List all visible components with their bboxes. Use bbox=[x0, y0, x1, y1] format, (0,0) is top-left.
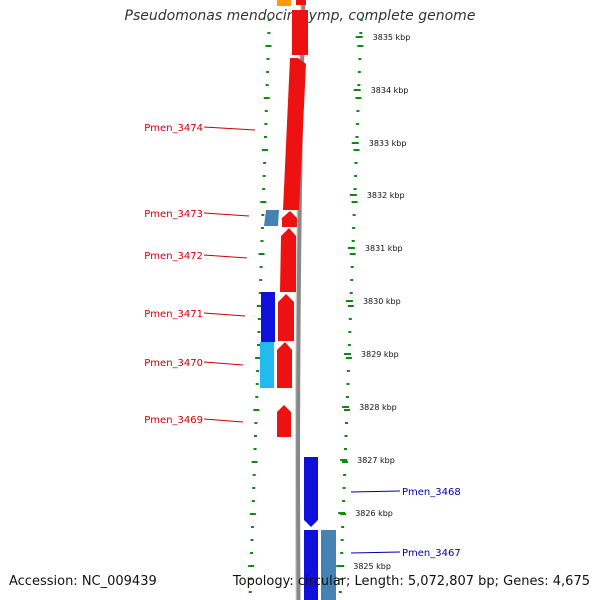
scale-tick-label: 3827 kbp bbox=[357, 456, 395, 465]
gene-label[interactable]: Pmen_3468 bbox=[402, 487, 461, 498]
gene-block-3475[interactable] bbox=[292, 10, 308, 55]
gene-block-3472[interactable] bbox=[280, 228, 296, 292]
gene-leader-line bbox=[350, 490, 401, 493]
scale-tick-label: 3826 kbp bbox=[355, 509, 393, 518]
scale-tick-label: 3825 kbp bbox=[353, 562, 391, 571]
right-gene-labels: Pmen_3468 Pmen_3467 bbox=[350, 487, 461, 559]
scale-tick-label: 3835 kbp bbox=[373, 33, 411, 42]
red-gene-top[interactable] bbox=[296, 0, 306, 5]
gene-block-3474[interactable] bbox=[283, 58, 306, 210]
topology-summary: Topology: circular; Length: 5,072,807 bp… bbox=[232, 574, 590, 589]
gene-block-3470-light[interactable] bbox=[260, 342, 274, 388]
dotted-ruler-arcs bbox=[248, 19, 364, 593]
scale-tick-label: 3833 kbp bbox=[369, 139, 407, 148]
gene-block-3469[interactable] bbox=[277, 405, 291, 437]
scale-tick-label: 3829 kbp bbox=[361, 350, 399, 359]
left-gene-labels: Pmen_3474 Pmen_3473 Pmen_3472 Pmen_3471 Pmen… bbox=[144, 123, 256, 426]
scale-tick-label: 3832 kbp bbox=[367, 191, 405, 200]
gene-label[interactable]: Pmen_3469 bbox=[144, 415, 203, 426]
scale-tick-label: 3828 kbp bbox=[359, 403, 397, 412]
orange-gene[interactable] bbox=[277, 0, 291, 6]
gene-block-3473[interactable] bbox=[282, 211, 297, 227]
gene-leader-line bbox=[203, 126, 256, 131]
scale-tick-label: 3834 kbp bbox=[371, 86, 409, 95]
gene-block-3467[interactable] bbox=[304, 530, 318, 600]
gene-label[interactable]: Pmen_3473 bbox=[144, 209, 203, 220]
gene-block-3471[interactable] bbox=[278, 294, 294, 341]
gene-leader-line bbox=[203, 212, 250, 217]
gene-leader-line bbox=[203, 418, 244, 423]
accession-text: Accession: NC_009439 bbox=[9, 574, 157, 589]
gene-block-3473-steel[interactable] bbox=[264, 210, 279, 226]
gene-leader-line bbox=[350, 551, 401, 554]
gene-block-3468[interactable] bbox=[304, 457, 318, 527]
gene-label[interactable]: Pmen_3472 bbox=[144, 251, 203, 262]
scale-tick-label: 3830 kbp bbox=[363, 297, 401, 306]
scale-axis: 3835 kbp 3834 kbp 3833 kbp 3832 kbp 3831 kbp… bbox=[336, 33, 410, 571]
gene-leader-line bbox=[203, 254, 248, 259]
gene-block-3471-blue[interactable] bbox=[261, 292, 275, 342]
gene-leader-line bbox=[203, 361, 244, 366]
gene-label[interactable]: Pmen_3467 bbox=[402, 548, 461, 559]
scale-tick-label: 3831 kbp bbox=[365, 244, 403, 253]
gene-label[interactable]: Pmen_3474 bbox=[144, 123, 203, 134]
gene-label[interactable]: Pmen_3470 bbox=[144, 358, 203, 369]
gene-block-3470[interactable] bbox=[277, 342, 292, 388]
gene-leader-line bbox=[203, 312, 246, 317]
gene-label[interactable]: Pmen_3471 bbox=[144, 309, 203, 320]
gene-block-3466-steel[interactable] bbox=[321, 530, 336, 600]
